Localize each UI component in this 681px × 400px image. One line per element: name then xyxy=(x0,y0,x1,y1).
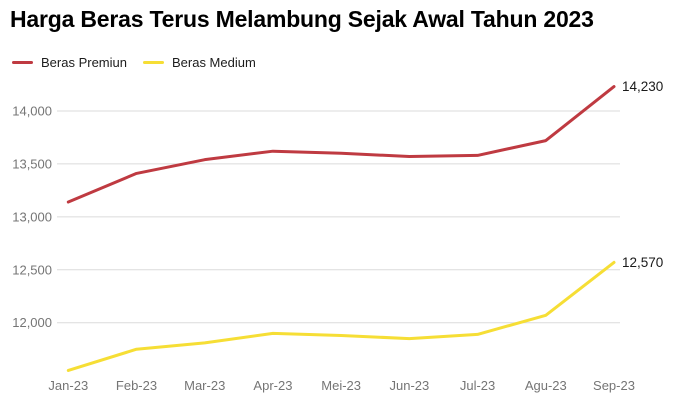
chart-legend: Beras Premiun Beras Medium xyxy=(12,55,256,70)
series-line-1 xyxy=(66,260,616,372)
y-tick-label: 13,500 xyxy=(12,156,52,171)
series-end-label-1: 12,570 xyxy=(622,255,663,270)
line-swatch-icon xyxy=(142,60,164,65)
x-axis-label: Sep-23 xyxy=(593,378,635,393)
legend-label-premium: Beras Premiun xyxy=(41,55,127,70)
x-axis-label: Mar-23 xyxy=(184,378,225,393)
line-swatch-icon xyxy=(12,60,33,65)
series-end-label-0: 14,230 xyxy=(622,79,663,94)
legend-item-medium: Beras Medium xyxy=(142,55,256,70)
chart-title: Harga Beras Terus Melambung Sejak Awal T… xyxy=(10,6,594,32)
x-axis-label: Jun-23 xyxy=(389,378,429,393)
x-axis-label: Jan-23 xyxy=(48,378,88,393)
y-tick-label: 12,000 xyxy=(12,315,52,330)
x-axis-label: Agu-23 xyxy=(525,378,567,393)
legend-item-premium: Beras Premiun xyxy=(12,55,127,70)
x-axis-label: Jul-23 xyxy=(460,378,495,393)
x-axis-label: Mei-23 xyxy=(321,378,361,393)
y-tick-label: 12,500 xyxy=(12,262,52,277)
x-axis-label: Apr-23 xyxy=(253,378,292,393)
x-axis-label: Feb-23 xyxy=(116,378,157,393)
y-tick-label: 13,000 xyxy=(12,209,52,224)
series-line-0 xyxy=(66,85,616,204)
legend-label-medium: Beras Medium xyxy=(171,55,256,70)
y-tick-label: 14,000 xyxy=(12,103,52,118)
